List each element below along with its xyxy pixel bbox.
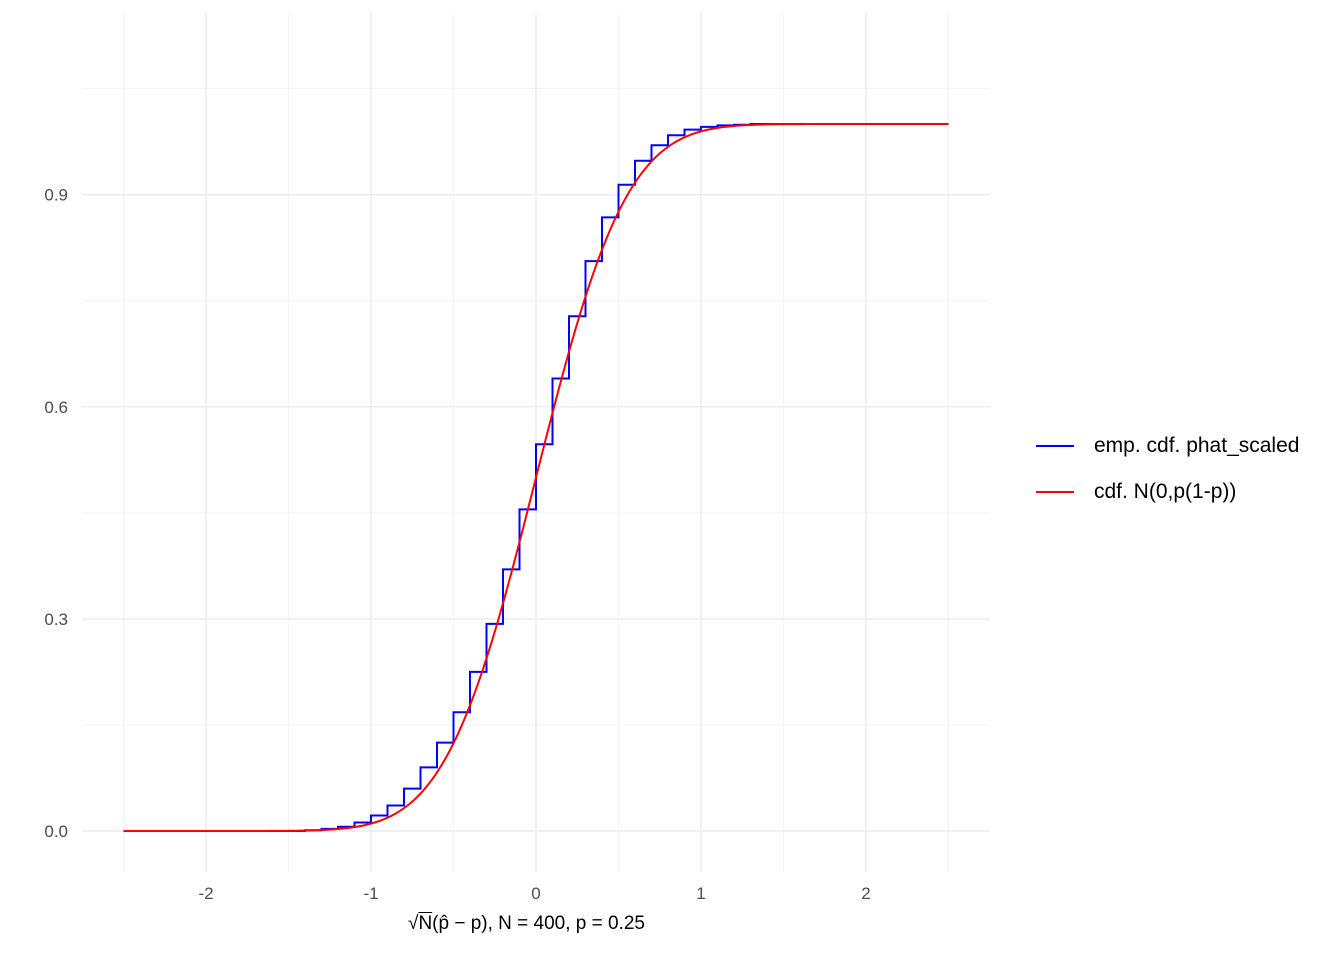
x-tick-labels: -2 -1 0 1 2 (198, 884, 870, 903)
x-axis-label-expr: (p̂ − p), N = 400, p = 0.25 (432, 913, 646, 934)
y-tick-labels: 0.0 0.3 0.6 0.9 (44, 186, 68, 841)
x-tick-label-2: 0 (531, 884, 540, 903)
x-axis-label: √N(p̂ − p), N = 400, p = 0.25 (408, 913, 645, 935)
series-line-normal (123, 123, 949, 832)
x-tick-label-1: -1 (363, 884, 378, 903)
legend-key-empirical (1036, 445, 1074, 447)
y-tick-label-1: 0.3 (44, 610, 68, 629)
legend-item-normal: cdf. N(0,p(1-p)) (1036, 469, 1299, 515)
x-tick-label-4: 2 (861, 884, 870, 903)
legend-label-empirical: emp. cdf. phat_scaled (1094, 434, 1300, 457)
y-tick-label-0: 0.0 (44, 822, 68, 841)
x-axis-label-root: √ (408, 913, 419, 934)
x-tick-label-3: 1 (696, 884, 705, 903)
y-tick-label-3: 0.9 (44, 186, 68, 205)
major-grid (82, 12, 990, 872)
series-line-empirical (123, 123, 949, 832)
legend-label-normal: cdf. N(0,p(1-p)) (1094, 480, 1237, 503)
y-tick-label-2: 0.6 (44, 398, 68, 417)
legend: emp. cdf. phat_scaled cdf. N(0,p(1-p)) (1036, 423, 1299, 515)
x-tick-label-0: -2 (198, 884, 213, 903)
legend-key-normal (1036, 491, 1074, 493)
x-axis-label-n: N (418, 913, 433, 934)
series-layer (123, 123, 949, 832)
legend-item-empirical: emp. cdf. phat_scaled (1036, 423, 1299, 469)
